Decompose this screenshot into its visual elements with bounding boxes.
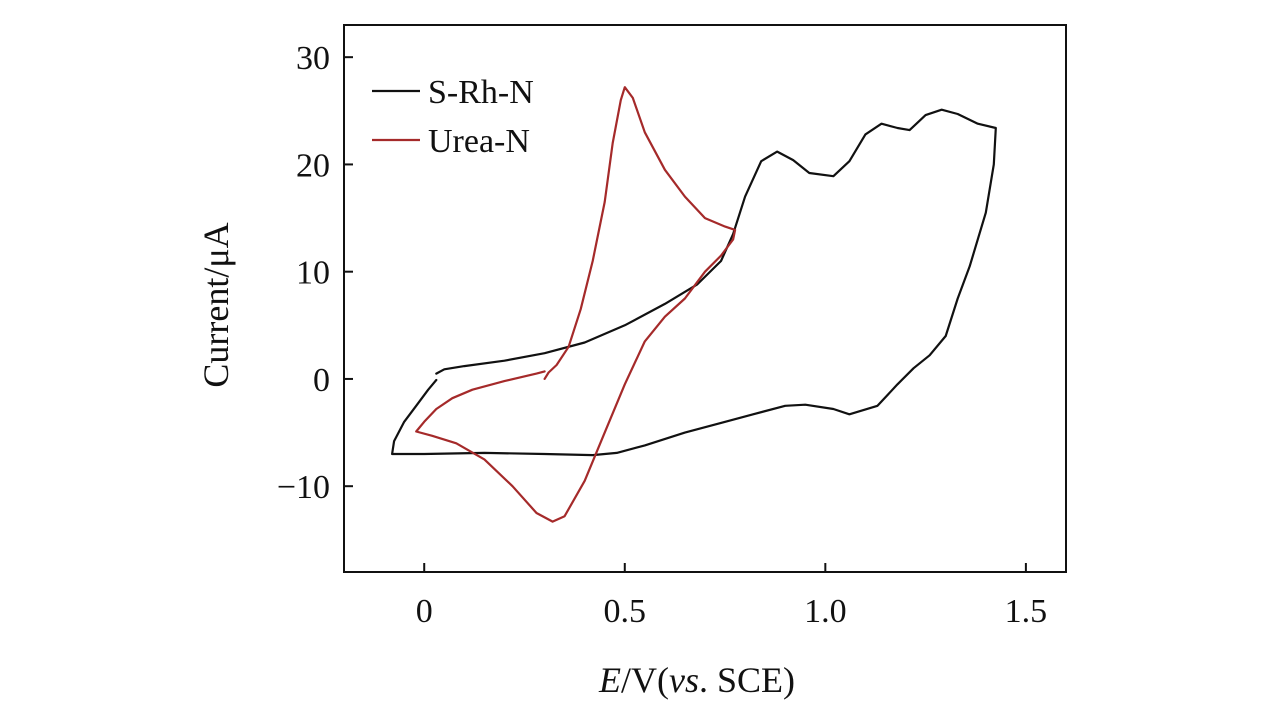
y-tick-label: 30	[296, 40, 330, 77]
x-tick-label: 0.5	[604, 593, 647, 630]
series-line-s-rh-n	[391, 108, 997, 457]
legend: S-Rh-N Urea-N	[372, 74, 534, 160]
legend-label-urea-n: Urea-N	[428, 123, 530, 160]
y-axis-title: Current/μA	[196, 222, 236, 387]
series-layer	[391, 86, 997, 523]
x-tick-label: 1.5	[1005, 593, 1048, 630]
x-axis-title: E/V(vs. SCE)	[598, 660, 795, 700]
ticks-layer: 0 0.5 1.0 1.5 −10 0 10 20 30	[277, 40, 1047, 630]
y-tick-label: 20	[296, 147, 330, 184]
x-tick-label: 1.0	[804, 593, 847, 630]
y-tick-label: 10	[296, 255, 330, 292]
x-tick-label: 0	[416, 593, 433, 630]
plot-frame	[343, 24, 1067, 573]
series-line-urea-n	[415, 86, 737, 523]
y-tick-label: −10	[277, 469, 330, 506]
y-tick-label: 0	[313, 362, 330, 399]
legend-label-s-rh-n: S-Rh-N	[428, 74, 534, 111]
